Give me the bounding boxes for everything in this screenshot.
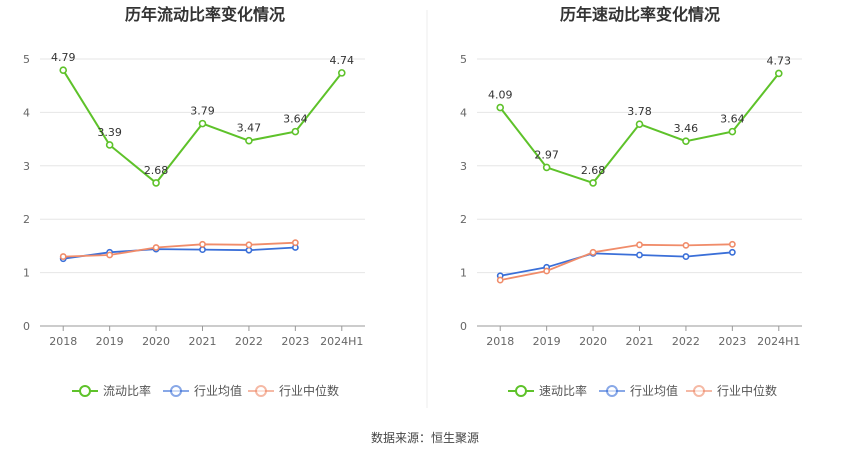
y-tick-label: 1 [460, 267, 467, 280]
y-tick-label: 5 [460, 53, 467, 66]
x-tick-label: 2020 [142, 335, 170, 348]
x-tick-label: 2020 [579, 335, 607, 348]
data-label: 3.64 [283, 113, 308, 126]
y-tick-label: 3 [460, 160, 467, 173]
data-label: 3.46 [674, 122, 699, 135]
x-tick-label: 2022 [235, 335, 263, 348]
data-point [199, 246, 206, 254]
x-tick-label: 2018 [49, 335, 77, 348]
data-label: 2.68 [144, 164, 169, 177]
y-tick-label: 0 [23, 320, 30, 333]
data-point [291, 127, 300, 136]
series-line-1 [63, 246, 296, 260]
data-point [245, 246, 253, 254]
legend-swatch-marker [515, 385, 527, 397]
x-tick-label: 2019 [533, 335, 561, 348]
legend-label: 速动比率 [539, 383, 587, 398]
data-point [105, 141, 114, 149]
x-tick-label: 2024H1 [757, 335, 800, 348]
data-point [152, 179, 160, 187]
legend-swatch-marker [606, 385, 618, 397]
data-point [245, 136, 253, 145]
data-point [636, 251, 643, 259]
series-line-1 [500, 251, 733, 277]
data-point [59, 66, 68, 75]
x-tick-label: 2019 [96, 335, 124, 348]
y-tick-label: 2 [23, 213, 30, 226]
y-tick-label: 4 [460, 106, 467, 119]
data-label: 3.47 [237, 122, 262, 135]
x-tick-label: 2022 [672, 335, 700, 348]
data-label: 2.68 [581, 164, 606, 177]
legend-label: 行业中位数 [279, 383, 339, 398]
data-point [496, 276, 504, 284]
data-point [635, 120, 644, 128]
series-line-0 [499, 72, 780, 185]
data-point [543, 267, 551, 275]
data-point [542, 163, 551, 172]
source-label: 数据来源：恒生聚源 [371, 430, 479, 445]
x-tick-label: 2023 [281, 335, 309, 348]
data-label: 3.79 [190, 105, 215, 118]
data-point [245, 241, 253, 249]
data-point [728, 240, 736, 248]
data-point [682, 253, 690, 260]
y-tick-label: 2 [460, 213, 467, 226]
y-tick-label: 5 [23, 53, 30, 66]
data-point [682, 241, 690, 249]
legend-swatch-marker [79, 385, 91, 397]
current-ratio-chart: 历年流动比率变化情况 0 1 2 3 4 5 2018 2019 2020 2021 2022 2023… [23, 5, 365, 398]
legend-label: 流动比率 [103, 383, 151, 398]
series-line-2 [63, 241, 296, 258]
data-label: 4.79 [51, 51, 76, 64]
data-point [682, 137, 690, 146]
x-tick-label: 2024H1 [320, 335, 363, 348]
data-label: 4.09 [488, 89, 513, 102]
data-point [728, 127, 737, 136]
data-point [496, 103, 505, 112]
data-point [728, 248, 736, 256]
data-point [291, 239, 299, 247]
data-label: 3.39 [97, 126, 122, 139]
x-tick-label: 2018 [486, 335, 514, 348]
data-label: 2.97 [534, 148, 559, 161]
quick-ratio-chart: 历年速动比率变化情况 0 1 2 3 4 5 2018 2019 2020 2021 2022 2023… [460, 5, 802, 398]
data-point [589, 179, 597, 187]
x-tick-label: 2021 [189, 335, 217, 348]
y-tick-label: 4 [23, 106, 30, 119]
data-label: 4.74 [330, 54, 355, 67]
x-tick-label: 2021 [626, 335, 654, 348]
data-point [636, 241, 643, 249]
data-point [59, 253, 67, 260]
y-tick-label: 1 [23, 267, 30, 280]
legend-label: 行业中位数 [717, 383, 777, 398]
data-point [337, 69, 346, 77]
data-label: 3.78 [627, 105, 652, 118]
series-line-2 [500, 243, 733, 281]
data-point [106, 251, 114, 259]
chart-title: 历年流动比率变化情况 [125, 5, 285, 24]
data-point [774, 69, 783, 78]
data-point [199, 240, 206, 248]
y-tick-label: 3 [23, 160, 30, 173]
legend-swatch-marker [255, 385, 267, 397]
x-tick-label: 2023 [718, 335, 746, 348]
data-point [152, 244, 160, 251]
y-tick-label: 0 [460, 320, 467, 333]
legend-label: 行业均值 [194, 383, 242, 398]
data-point [198, 119, 207, 128]
data-label: 3.64 [720, 113, 745, 126]
legend-swatch-marker [693, 385, 705, 397]
chart-title: 历年速动比率变化情况 [560, 5, 720, 24]
legend-swatch-marker [170, 385, 182, 397]
data-point [589, 248, 597, 256]
legend-label: 行业均值 [630, 383, 678, 398]
data-label: 4.73 [767, 54, 792, 67]
